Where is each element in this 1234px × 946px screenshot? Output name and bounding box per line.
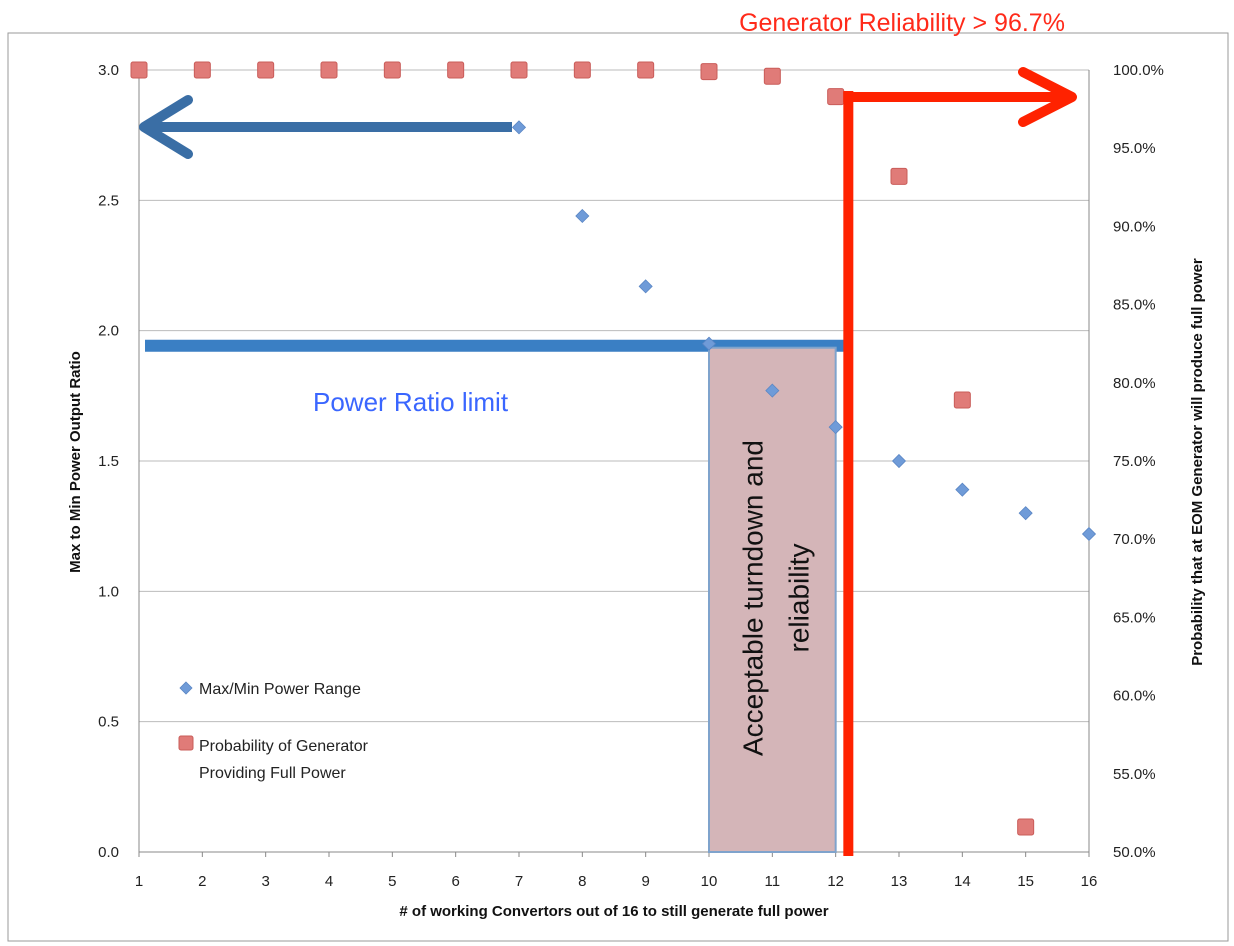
x-tick-label: 6	[451, 873, 459, 890]
square-marker	[827, 88, 845, 106]
legend-square-marker	[178, 735, 194, 751]
diamond-marker	[511, 120, 527, 135]
y-tick-label: 1.0	[98, 583, 119, 600]
diamond-marker	[575, 208, 590, 224]
legend-label-diamond: Max/Min Power Range	[199, 681, 361, 698]
power-ratio-limit-label: Power Ratio limit	[313, 387, 509, 417]
acceptable-region	[708, 346, 837, 853]
square-marker	[257, 61, 275, 79]
x-tick-label: 13	[891, 873, 908, 890]
region-label-line: reliability	[783, 544, 814, 653]
blue-arrow-head	[139, 95, 193, 159]
square-marker	[130, 61, 148, 79]
x-tick-label: 7	[515, 873, 523, 890]
square-marker	[1017, 818, 1035, 836]
square-marker	[383, 61, 401, 79]
square-marker	[637, 61, 655, 79]
diamond-marker	[828, 420, 843, 435]
red-arrow-head	[1018, 67, 1077, 127]
y-right-tick-label: 65.0%	[1113, 609, 1156, 626]
y-right-tick-label: 50.0%	[1113, 844, 1156, 861]
x-tick-label: 5	[388, 873, 396, 890]
legend-diamond-marker	[179, 681, 193, 695]
x-axis-title: # of working Convertors out of 16 to sti…	[399, 903, 828, 920]
square-marker	[700, 63, 718, 81]
axes	[138, 70, 1090, 857]
chart-frame	[7, 32, 1229, 942]
diamond-marker	[891, 453, 907, 469]
square-marker	[193, 61, 211, 79]
diamond-marker	[765, 383, 780, 398]
x-tick-label: 16	[1081, 873, 1098, 890]
reliability-threshold	[843, 67, 1077, 856]
x-tick-label: 10	[701, 873, 718, 890]
x-tick-label: 2	[198, 873, 206, 890]
diamond-marker	[701, 336, 717, 351]
y-axis-title: Max to Min Power Output Ratio	[67, 351, 84, 573]
diamond-marker	[1018, 506, 1033, 521]
chart-title: Generator Reliability > 96.7%	[739, 9, 1065, 37]
data-markers	[130, 61, 1097, 836]
y-right-tick-label: 90.0%	[1113, 218, 1156, 235]
x-tick-label: 11	[765, 873, 781, 890]
y-tick-label: 2.0	[98, 323, 119, 340]
y-tick-labels: 0.0 0.5 1.0 1.5 2.0 2.5 3.0	[98, 62, 119, 861]
region-label-line: Acceptable turndown and	[737, 440, 768, 756]
legend: Max/Min Power Range Probability of Genera…	[178, 681, 369, 782]
x-tick-label: 14	[954, 873, 971, 890]
y-right-axis-title: Probability that at EOM Generator will p…	[1189, 258, 1206, 666]
y-tick-label: 1.5	[98, 453, 119, 470]
square-marker	[953, 391, 971, 409]
x-tick-label: 8	[578, 873, 586, 890]
y-right-tick-label: 60.0%	[1113, 688, 1156, 705]
y-right-tick-label: 55.0%	[1113, 766, 1156, 783]
x-tick-label: 4	[325, 873, 333, 890]
diamond-marker	[1081, 526, 1097, 542]
x-tick-label: 12	[827, 873, 844, 890]
square-marker	[447, 61, 465, 79]
y-right-tick-label: 80.0%	[1113, 375, 1156, 392]
legend-label-square: Probability of Generator	[199, 738, 369, 755]
square-marker	[763, 67, 781, 85]
legend-label-square: Providing Full Power	[199, 765, 346, 782]
y-right-tick-labels: 50.0% 55.0% 60.0% 65.0% 70.0% 75.0% 80.0% 85.0%…	[1113, 62, 1164, 861]
diamond-marker	[638, 279, 653, 294]
square-marker	[510, 61, 528, 79]
left-axis-arrow	[139, 95, 512, 159]
x-tick-label: 3	[261, 873, 269, 890]
y-tick-label: 2.5	[98, 192, 119, 209]
y-tick-label: 0.0	[98, 844, 119, 861]
square-marker	[320, 61, 338, 79]
y-right-tick-label: 70.0%	[1113, 531, 1156, 548]
acceptable-region-label: Acceptable turndown and reliability	[737, 440, 814, 756]
square-marker	[573, 61, 591, 79]
x-tick-label: 1	[135, 873, 143, 890]
gridlines	[139, 69, 1089, 723]
region-label-group: Acceptable turndown and reliability	[737, 440, 814, 756]
diamond-marker	[955, 482, 970, 497]
y-tick-label: 3.0	[98, 62, 119, 79]
y-tick-label: 0.5	[98, 714, 119, 731]
y-right-tick-label: 95.0%	[1113, 140, 1156, 157]
x-tick-label: 9	[641, 873, 649, 890]
y-right-tick-label: 75.0%	[1113, 453, 1156, 470]
x-tick-label: 15	[1017, 873, 1034, 890]
square-marker	[890, 167, 908, 185]
x-tick-labels: 1 2 3 4 5 6 7 8 9 10 11 12 13 14 15 16	[135, 873, 1098, 890]
y-right-tick-label: 100.0%	[1113, 62, 1164, 79]
y-right-tick-label: 85.0%	[1113, 297, 1156, 314]
